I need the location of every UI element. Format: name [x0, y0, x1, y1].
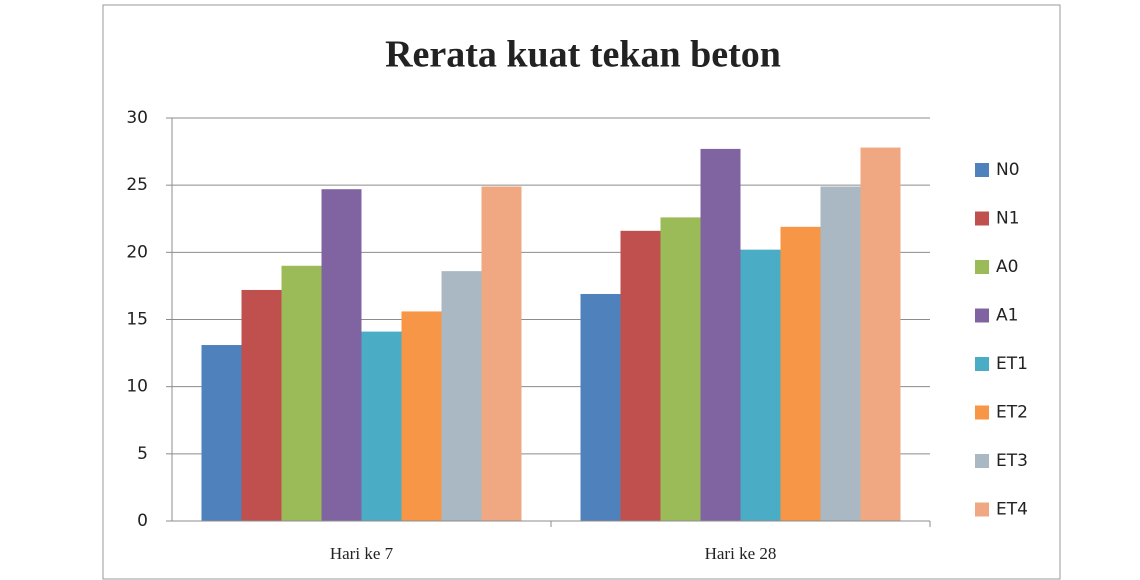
legend-label: ET4 — [996, 500, 1028, 520]
legend-label: N0 — [996, 160, 1020, 180]
legend-label: ET3 — [996, 451, 1028, 471]
chart: Rerata kuat tekan beton 0 5 10 15 20 25 30 Hari… — [0, 0, 1140, 580]
y-tick-label: 5 — [137, 444, 148, 464]
y-tick-label: 15 — [126, 310, 148, 330]
bar — [781, 227, 821, 521]
bar — [282, 266, 322, 521]
legend-label: A1 — [996, 306, 1018, 326]
bar — [821, 187, 861, 521]
bar — [741, 250, 781, 521]
bar — [242, 290, 282, 521]
legend-label: ET2 — [996, 403, 1028, 423]
legend-swatch — [975, 260, 989, 274]
x-tick-label: Hari ke 7 — [330, 544, 394, 563]
bar — [322, 189, 362, 521]
bar — [362, 332, 402, 521]
y-tick-label: 0 — [137, 511, 148, 531]
legend-swatch — [975, 357, 989, 371]
y-tick-label: 20 — [126, 242, 148, 262]
y-tick-label: 30 — [126, 108, 148, 128]
bar — [621, 231, 661, 521]
legend-label: N1 — [996, 209, 1020, 229]
legend-swatch — [975, 406, 989, 420]
y-tick-label: 25 — [126, 175, 148, 195]
bar — [482, 187, 522, 521]
bar — [442, 271, 482, 521]
chart-title: Rerata kuat tekan beton — [385, 34, 781, 76]
bar — [202, 345, 242, 521]
bar — [861, 148, 901, 521]
legend-label: A0 — [996, 257, 1018, 277]
legend-swatch — [975, 454, 989, 468]
legend-swatch — [975, 163, 989, 177]
legend-swatch — [975, 503, 989, 517]
legend-swatch — [975, 212, 989, 226]
page: Rerata kuat tekan beton 0 5 10 15 20 25 30 Hari… — [0, 0, 1140, 580]
y-tick-label: 10 — [126, 377, 148, 397]
bar — [581, 294, 621, 521]
legend-label: ET1 — [996, 354, 1028, 374]
bar — [661, 217, 701, 521]
bar — [701, 149, 741, 521]
x-tick-label: Hari ke 28 — [705, 544, 777, 563]
legend-swatch — [975, 309, 989, 323]
bar — [402, 311, 442, 521]
